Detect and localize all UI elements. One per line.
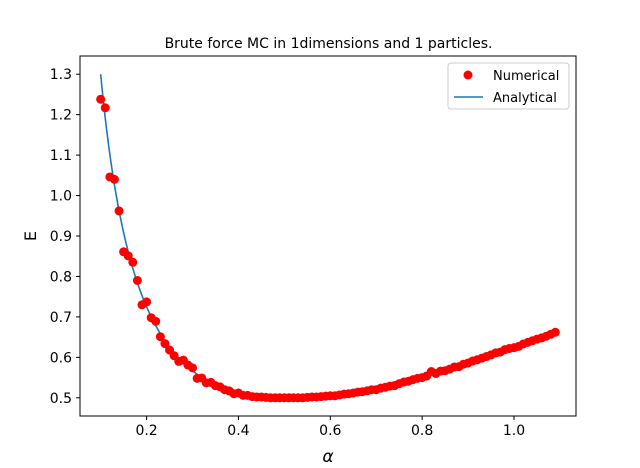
numerical-series [96, 94, 560, 403]
legend: Numerical Analytical [447, 62, 570, 110]
x-tick-label: 0.2 [135, 423, 157, 439]
numerical-point [109, 174, 119, 184]
y-tick-label: 0.5 [50, 391, 72, 407]
y-tick-label: 0.8 [50, 269, 72, 285]
numerical-point [100, 103, 110, 113]
numerical-point [142, 297, 152, 307]
y-tick-label: 1.2 [50, 108, 72, 124]
x-tick-label: 0.6 [319, 423, 341, 439]
x-axis-label: α [322, 447, 333, 467]
x-axis: 0.2 0.4 0.6 0.8 1.0 [135, 416, 525, 439]
numerical-point [123, 251, 133, 261]
legend-numerical-label: Numerical [493, 69, 559, 84]
x-tick-label: 0.4 [227, 423, 249, 439]
y-axis: 0.5 0.6 0.7 0.8 0.9 1.0 1.1 1.2 1.3 [50, 67, 80, 407]
x-tick-label: 1.0 [503, 423, 525, 439]
numerical-point [188, 363, 198, 373]
x-tick-label: 0.8 [411, 423, 433, 439]
numerical-point [160, 339, 170, 349]
y-tick-label: 1.3 [50, 67, 72, 83]
numerical-point [132, 275, 142, 285]
numerical-point [96, 94, 106, 104]
numerical-point [550, 327, 560, 337]
y-axis-label: E [21, 231, 40, 241]
y-tick-label: 0.6 [50, 350, 72, 366]
y-tick-label: 1.1 [50, 148, 72, 164]
legend-numerical-marker [463, 70, 473, 80]
chart-title: Brute force MC in 1dimensions and 1 part… [165, 36, 493, 52]
y-tick-label: 0.9 [50, 229, 72, 245]
numerical-point [114, 206, 124, 216]
plot-frame [79, 55, 577, 417]
numerical-point [155, 332, 165, 342]
y-tick-label: 1.0 [50, 189, 72, 205]
numerical-point [128, 257, 138, 267]
numerical-point [151, 316, 161, 326]
y-tick-label: 0.7 [50, 310, 72, 326]
legend-analytical-label: Analytical [493, 91, 557, 106]
plot-area [96, 74, 560, 403]
